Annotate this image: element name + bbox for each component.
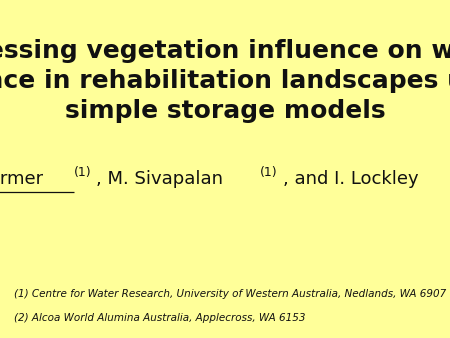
Text: D.L. Farmer: D.L. Farmer [0,170,43,188]
Text: Assessing vegetation influence on water
balance in rehabilitation landscapes usi: Assessing vegetation influence on water … [0,40,450,123]
Text: , and I. Lockley: , and I. Lockley [283,170,418,188]
Text: (1): (1) [73,166,91,179]
Text: , M. Sivapalan: , M. Sivapalan [96,170,223,188]
Text: (1): (1) [260,166,278,179]
Text: (2) Alcoa World Alumina Australia, Applecross, WA 6153: (2) Alcoa World Alumina Australia, Apple… [14,313,305,323]
Text: (1) Centre for Water Research, University of Western Australia, Nedlands, WA 690: (1) Centre for Water Research, Universit… [14,289,446,299]
